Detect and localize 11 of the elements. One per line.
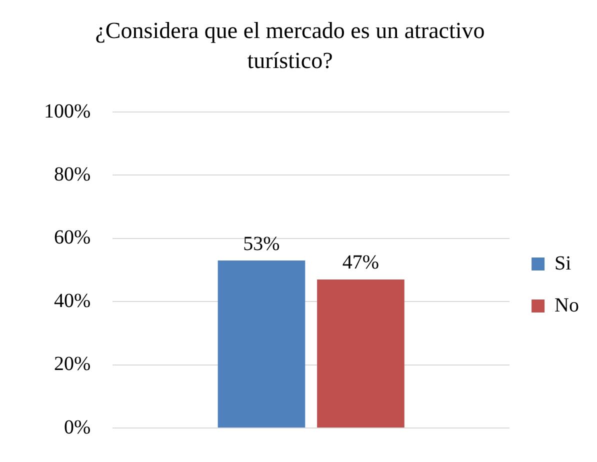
legend-label: No [554,294,580,316]
y-tick-label: 20% [54,353,91,376]
y-tick-label: 40% [54,290,91,312]
y-tick-label: 0% [64,416,91,438]
y-tick-label: 100% [44,100,91,122]
y-tick-label: 60% [54,226,91,249]
data-label: 53% [243,232,280,255]
y-tick-label: 80% [54,163,91,186]
data-label: 47% [342,252,380,274]
legend-label: Si [554,252,572,274]
chart-title: ¿Considera que el mercado es un atractivo turístico? [94,17,486,75]
